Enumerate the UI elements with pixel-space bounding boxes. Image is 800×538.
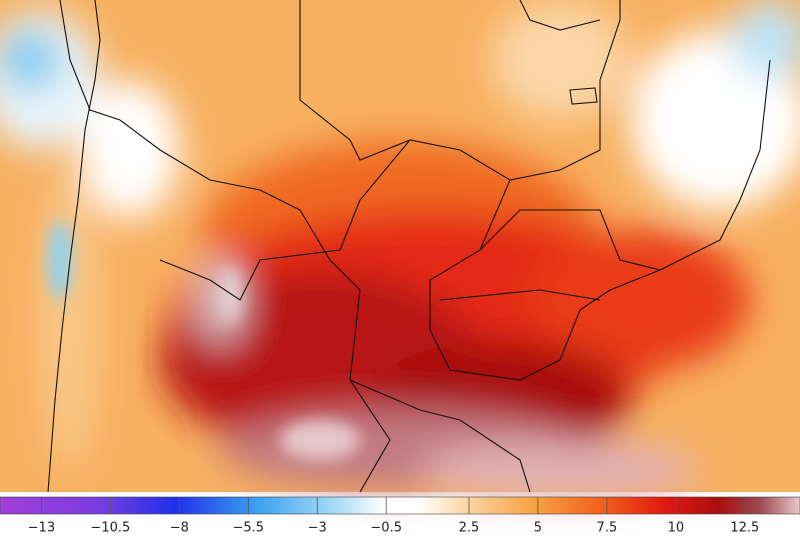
colorbar-tick-label: −3 xyxy=(308,521,327,536)
colorbar-tick-label: −0.5 xyxy=(370,521,402,536)
colorbar-tick-label: 7.5 xyxy=(597,521,618,536)
colorbar-tick-label: −10.5 xyxy=(90,521,130,536)
colorbar-tick-label: 2.5 xyxy=(459,521,480,536)
colorbar-scale xyxy=(0,496,800,515)
colorbar-tick-label: 5 xyxy=(534,521,542,536)
colorbar-tick-label: 12.5 xyxy=(730,521,759,536)
colorbar-tick-label: −13 xyxy=(28,521,55,536)
map xyxy=(0,0,800,500)
colorbar-tick-label: 10 xyxy=(668,521,685,536)
borders xyxy=(47,0,771,493)
anomaly-detail xyxy=(48,220,360,460)
colorbar-tick-label: −5.5 xyxy=(232,521,264,536)
colorbar: −13 −10.5 −8 −5.5 −3 −0.5 2.5 5 7.5 10 12.5 xyxy=(0,496,800,536)
colorbar-tick-label: −8 xyxy=(170,521,189,536)
